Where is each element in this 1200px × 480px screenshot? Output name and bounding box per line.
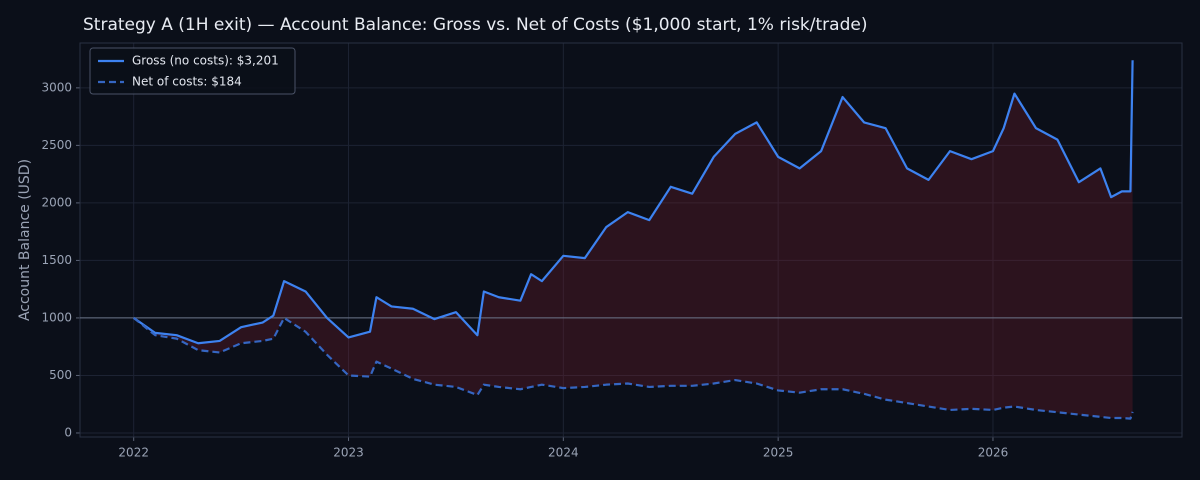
legend-label: Net of costs: $184 xyxy=(132,75,242,89)
y-tick-label: 2000 xyxy=(41,195,72,209)
legend-label: Gross (no costs): $3,201 xyxy=(132,54,279,68)
x-tick-label: 2025 xyxy=(763,446,794,460)
y-tick-label: 3000 xyxy=(41,80,72,94)
y-tick-label: 2500 xyxy=(41,138,72,152)
y-tick-label: 0 xyxy=(64,425,72,439)
y-tick-label: 500 xyxy=(49,368,72,382)
series-line xyxy=(133,60,1134,345)
gap-fill xyxy=(133,60,1133,419)
legend-box xyxy=(89,47,296,95)
plot-frame xyxy=(79,42,1183,438)
x-tick-label: 2026 xyxy=(978,446,1009,460)
chart-title: Strategy A (1H exit) — Account Balance: … xyxy=(83,15,867,35)
y-tick-label: 1000 xyxy=(41,310,72,324)
x-tick-label: 2022 xyxy=(118,446,149,460)
series-line xyxy=(133,316,1134,420)
y-tick-label: 1500 xyxy=(41,253,72,267)
x-tick-label: 2023 xyxy=(333,446,364,460)
y-axis-label: Account Balance (USD) xyxy=(17,159,33,321)
x-tick-label: 2024 xyxy=(548,446,579,460)
